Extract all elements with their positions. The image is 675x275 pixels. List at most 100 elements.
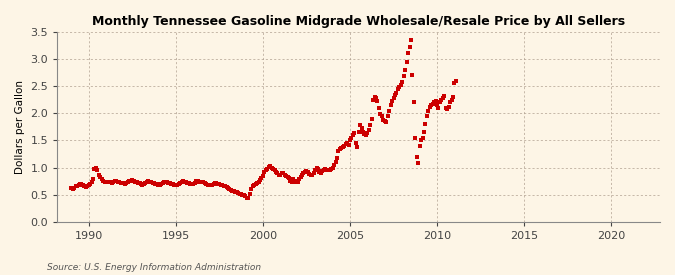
Point (127, 178, 138, 182)
Point (267, 167, 278, 171)
Point (276, 171, 287, 175)
Point (411, 155, 422, 159)
Point (394, 85, 404, 89)
Point (186, 182, 197, 186)
Point (194, 179, 205, 184)
Point (392, 87, 403, 92)
Text: Source: U.S. Energy Information Administration: Source: U.S. Energy Information Administ… (47, 263, 261, 272)
Point (153, 183, 164, 187)
Point (308, 171, 319, 176)
Point (313, 167, 323, 171)
Point (379, 119, 390, 123)
Point (354, 123, 365, 127)
Point (295, 175, 306, 179)
Point (263, 165, 274, 169)
Point (200, 180, 211, 185)
Point (343, 142, 354, 147)
Point (294, 177, 304, 182)
Point (170, 183, 181, 187)
Point (450, 79, 461, 83)
Point (79, 184, 90, 189)
Point (237, 192, 248, 197)
Point (252, 180, 263, 185)
Point (121, 180, 132, 185)
Point (436, 98, 447, 102)
Point (431, 103, 442, 107)
Point (95, 175, 106, 180)
Point (249, 183, 260, 187)
Point (240, 194, 251, 199)
Point (205, 183, 216, 188)
Point (214, 182, 225, 186)
Point (159, 180, 169, 184)
Point (374, 106, 385, 110)
Point (250, 182, 261, 186)
Point (228, 189, 239, 194)
Point (150, 182, 161, 186)
Point (439, 94, 450, 98)
Point (188, 182, 198, 186)
Point (449, 81, 460, 86)
Point (182, 180, 193, 185)
Point (397, 80, 408, 84)
Point (130, 179, 140, 184)
Point (265, 164, 275, 168)
Point (287, 179, 298, 184)
Point (306, 172, 317, 177)
Point (378, 118, 389, 122)
Point (426, 103, 437, 107)
Point (340, 142, 351, 146)
Point (279, 172, 290, 177)
Y-axis label: Dollars per Gallon: Dollars per Gallon (15, 80, 25, 174)
Point (256, 176, 267, 181)
Point (224, 187, 235, 191)
Point (124, 179, 135, 183)
Point (215, 183, 226, 187)
Point (319, 168, 329, 172)
Point (331, 156, 342, 160)
Point (148, 181, 159, 185)
Point (336, 146, 347, 150)
Point (102, 180, 113, 184)
Point (339, 144, 350, 148)
Point (420, 122, 431, 126)
Point (134, 181, 145, 185)
Point (408, 100, 419, 104)
Point (382, 114, 393, 118)
Point (207, 183, 217, 187)
Point (262, 166, 273, 171)
Point (70, 184, 81, 188)
Point (440, 106, 451, 110)
Point (201, 182, 212, 186)
Point (311, 166, 322, 170)
Point (443, 104, 454, 109)
Point (73, 183, 84, 187)
Point (400, 68, 410, 72)
Point (401, 60, 412, 64)
Point (327, 165, 338, 170)
Point (173, 182, 184, 186)
Point (329, 163, 340, 167)
Point (407, 73, 418, 78)
Point (86, 179, 97, 184)
Point (384, 108, 395, 113)
Point (291, 180, 302, 184)
Point (321, 167, 332, 172)
Point (433, 106, 444, 110)
Point (372, 99, 383, 104)
Point (358, 130, 369, 134)
Point (209, 180, 220, 185)
Point (320, 167, 331, 171)
Point (239, 193, 250, 197)
Point (167, 182, 178, 186)
Point (324, 168, 335, 172)
Point (371, 96, 381, 100)
Point (112, 179, 123, 184)
Point (435, 100, 446, 104)
Point (219, 184, 230, 189)
Point (441, 107, 452, 111)
Point (72, 184, 82, 189)
Point (169, 183, 180, 187)
Point (296, 173, 307, 177)
Point (76, 182, 87, 186)
